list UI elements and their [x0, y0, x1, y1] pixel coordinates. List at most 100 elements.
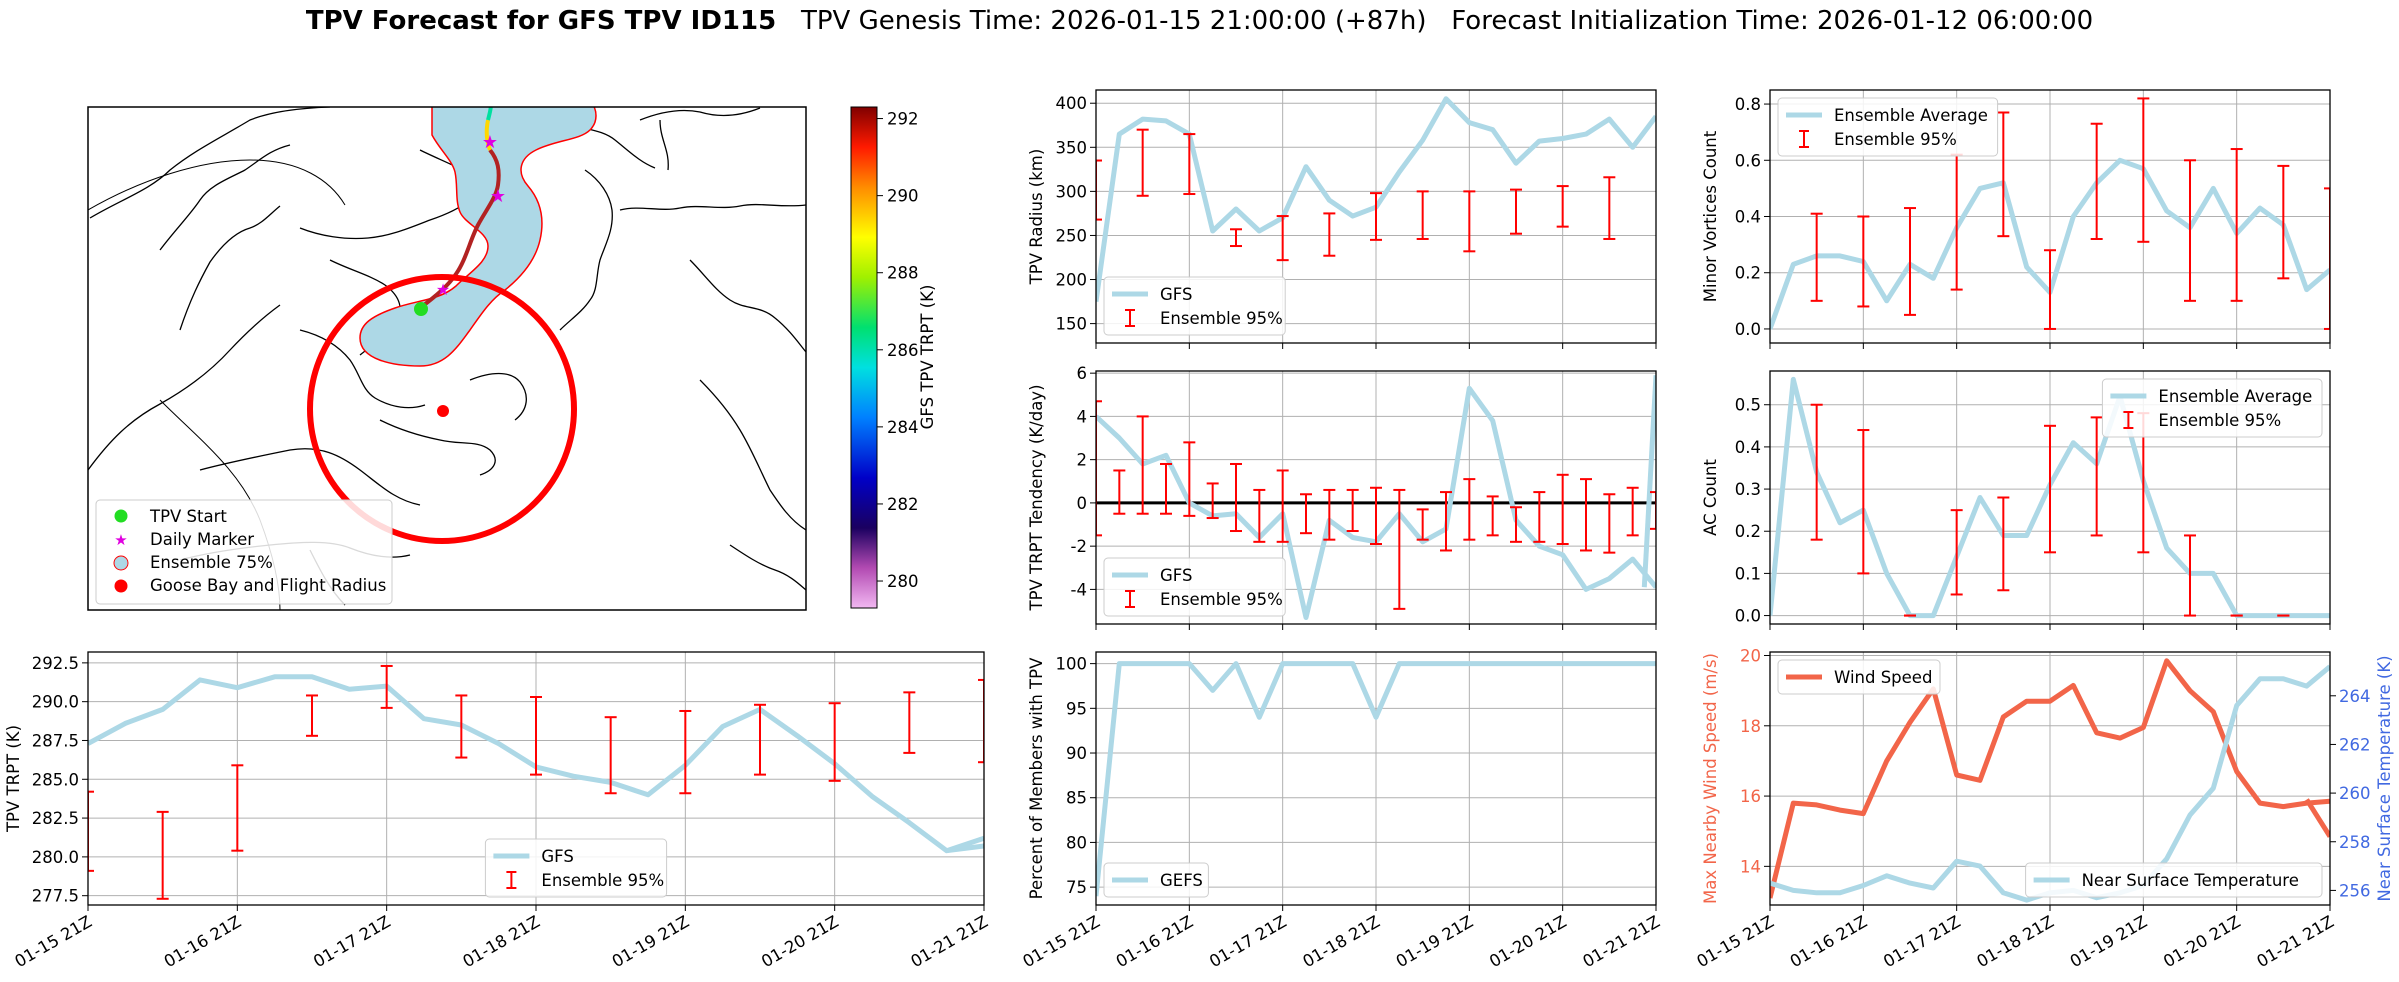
colorbar-tick-label: 292 — [887, 110, 919, 129]
y-tick-label: 250 — [1056, 226, 1088, 245]
y-tick-label: 100 — [1056, 655, 1088, 674]
y-tick-label: 290.0 — [32, 693, 79, 712]
colorbar-tick-label: 286 — [887, 341, 919, 360]
y-right-tick-label: 260 — [2339, 784, 2371, 803]
chart-tpv-trpt: 01-15 21Z 01-16 21Z 01-17 21Z 01-18 21Z 01-1… — [4, 651, 991, 971]
y-tick-label: 0.4 — [1735, 438, 1761, 457]
figure-title-genesis: TPV Genesis Time: 2026-01-15 21:00:00 (+… — [800, 6, 1427, 36]
map-panel: ★ ★ ★ TPV Start ★ Daily Marker Ensemble … — [87, 106, 937, 611]
colorbar-tick-label: 284 — [887, 418, 919, 437]
x-tick-label: 01-16 21Z — [1113, 912, 1197, 971]
y-right-axis-label: Near Surface Temperature (K) — [2375, 655, 2394, 901]
y-tick-label: 0.5 — [1735, 396, 1761, 415]
x-tick-label: 01-21 21Z — [1579, 912, 1663, 971]
colorbar-gradient — [850, 106, 878, 609]
y-tick-label: 18 — [1740, 717, 1761, 736]
x-tick-label: 01-18 21Z — [459, 912, 543, 971]
daily-marker-star: ★ — [490, 186, 506, 207]
chart-legend: Wind Speed — [1777, 659, 1941, 695]
legend-label: Ensemble Average — [2158, 387, 2312, 406]
tpv-track-warm — [484, 119, 492, 151]
series-group — [88, 664, 984, 900]
legend-ensemble-icon — [113, 555, 129, 571]
figure-title: TPV Forecast for GFS TPV ID115 TPV Genes… — [0, 6, 2399, 36]
series-group — [1770, 376, 2330, 619]
y-tick-label: 0.6 — [1735, 151, 1761, 170]
y-axis-label: TPV Radius (km) — [1027, 149, 1046, 286]
x-tick-label: 01-18 21Z — [1299, 912, 1383, 971]
series-group — [1096, 375, 1656, 620]
colorbar-tick-label: 282 — [887, 495, 919, 514]
chart-legend: Ensemble Average Ensemble 95% — [1777, 97, 1999, 157]
legend-box — [1103, 862, 1209, 898]
x-tick-label: 01-21 21Z — [2253, 912, 2337, 971]
tpv-track — [418, 148, 501, 310]
series-line-gefs — [1096, 661, 1656, 897]
series-group — [1096, 661, 1656, 897]
legend-tpv-start-icon — [114, 509, 128, 523]
legend-label: GFS — [1160, 285, 1192, 304]
y-tick-label: 287.5 — [32, 731, 79, 750]
y-tick-label: 0.1 — [1735, 564, 1761, 583]
y-tick-label: 0.0 — [1735, 607, 1761, 626]
legend-box — [1777, 659, 1941, 695]
legend-label: Near Surface Temperature — [2082, 871, 2299, 890]
x-tick-label: 01-19 21Z — [1393, 912, 1477, 971]
chart-tpv-radius: 150 200 250 300 350 400 TPV Radius (km) GFS Ense… — [1027, 89, 1657, 349]
y-tick-label: 285.0 — [32, 770, 79, 789]
y-tick-label: 20 — [1740, 647, 1761, 666]
tpv-start-marker — [414, 302, 428, 316]
colorbar-ticks: 292 290 288 286 284 282 280 — [877, 110, 919, 591]
chart-ac-count: 0.0 0.1 0.2 0.3 0.4 0.5 AC Count Ensemble Avera… — [1701, 370, 2331, 630]
chart-legend: GFS Ensemble 95% — [1103, 557, 1286, 617]
series-group — [1770, 97, 2330, 330]
y-axis-label: Max Nearby Wind Speed (m/s) — [1701, 653, 1720, 904]
chart-legend: Ensemble Average Ensemble 95% — [2101, 378, 2323, 438]
chart-wind-temperature: 01-15 21Z 01-16 21Z 01-17 21Z 01-18 21Z 01-1… — [1693, 647, 2394, 972]
legend-label: Ensemble 95% — [1160, 590, 1283, 609]
flight-radius-circle — [307, 274, 577, 544]
colorbar: 292 290 288 286 284 282 280 GFS TPV TRPT (K) — [850, 106, 937, 609]
x-tick-label: 01-17 21Z — [310, 912, 394, 971]
x-tick-label: 01-17 21Z — [1880, 912, 1964, 971]
legend-label: Ensemble 95% — [1160, 309, 1283, 328]
y-axis-label: TPV TRPT (K) — [4, 725, 23, 833]
chart-percent-members: 01-15 21Z 01-16 21Z 01-17 21Z 01-18 21Z 01-1… — [1019, 651, 1663, 971]
y-tick-label: 300 — [1056, 182, 1088, 201]
series-line-wind-speed-tail — [2304, 798, 2330, 838]
x-tick-label: 01-19 21Z — [2067, 912, 2151, 971]
tpv-track-cool — [486, 107, 493, 121]
chart-legend: GFS Ensemble 95% — [1103, 276, 1286, 336]
x-tick-label: 01-15 21Z — [11, 912, 95, 971]
y-tick-label: 350 — [1056, 138, 1088, 157]
y-tick-label: -2 — [1071, 537, 1087, 556]
y-tick-label: 0.3 — [1735, 480, 1761, 499]
legend-goose-bay-icon — [114, 579, 128, 593]
series-line-wind-speed — [1770, 658, 2330, 899]
legend-box — [1103, 276, 1286, 336]
y-tick-label: 277.5 — [32, 887, 79, 906]
legend-label: GFS — [541, 847, 573, 866]
y-tick-label: 0.4 — [1735, 208, 1761, 227]
legend-label: Daily Marker — [150, 530, 254, 549]
y-tick-label: 0.2 — [1735, 264, 1761, 283]
x-tick-label: 01-15 21Z — [1019, 912, 1103, 971]
y-tick-label: 75 — [1066, 878, 1087, 897]
y-axis-label: AC Count — [1701, 459, 1720, 536]
y-right-tick-label: 262 — [2339, 735, 2371, 754]
ensemble-75-region — [359, 107, 597, 367]
y-tick-label: 16 — [1740, 787, 1761, 806]
x-tick-label: 01-16 21Z — [1787, 912, 1871, 971]
figure-title-main: TPV Forecast for GFS TPV ID115 — [305, 6, 777, 36]
map-frame — [87, 106, 807, 611]
y-tick-label: 292.5 — [32, 654, 79, 673]
x-tick-label: 01-17 21Z — [1206, 912, 1290, 971]
series-line-gfs-tail — [945, 835, 984, 854]
daily-marker-star: ★ — [436, 280, 450, 299]
colorbar-tick-label: 280 — [887, 572, 919, 591]
daily-marker-star: ★ — [482, 132, 498, 153]
legend-label: Ensemble 75% — [150, 553, 273, 572]
x-tick-label: 01-20 21Z — [758, 912, 842, 971]
legend-label: Ensemble Average — [1834, 106, 1988, 125]
